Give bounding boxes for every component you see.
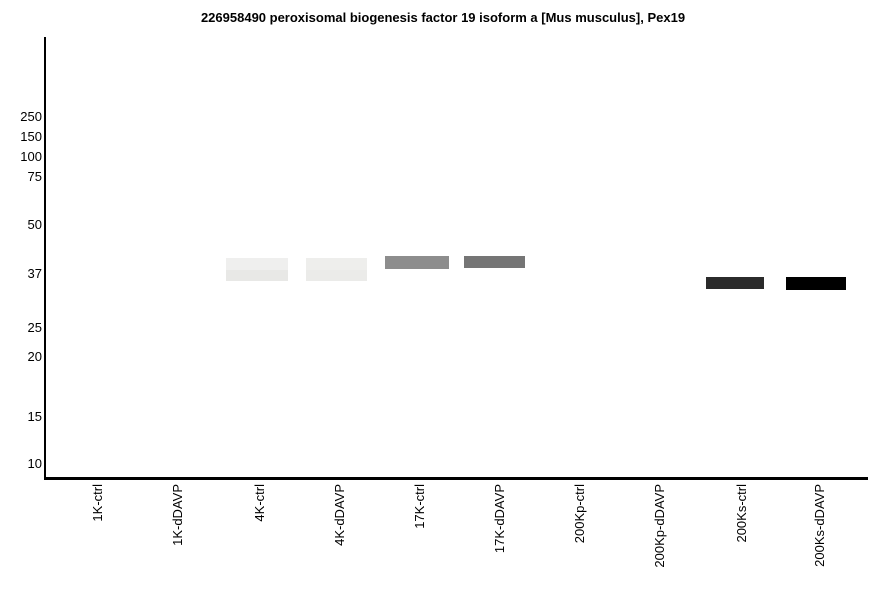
lane-label: 17K-ctrl: [412, 484, 427, 529]
y-tick-label: 50: [27, 217, 42, 232]
y-tick-label: 100: [20, 149, 42, 164]
lane-label: 17K-dDAVP: [492, 484, 507, 554]
x-axis-line: [44, 477, 868, 480]
lane-label: 200Ks-dDAVP: [812, 484, 827, 567]
lane-label: 4K-dDAVP: [332, 484, 347, 546]
lane-label: 200Kp-ctrl: [572, 484, 587, 544]
lane-label: 1K-ctrl: [90, 484, 105, 522]
lane-label: 200Kp-dDAVP: [652, 484, 667, 568]
blot-band: [786, 277, 846, 290]
y-tick-label: 15: [27, 409, 42, 424]
blot-band: [226, 258, 288, 281]
y-tick-label: 150: [20, 129, 42, 144]
y-tick-label: 20: [27, 349, 42, 364]
chart-title: 226958490 peroxisomal biogenesis factor …: [200, 10, 686, 25]
blot-band: [306, 258, 367, 281]
y-tick-label: 250: [20, 109, 42, 124]
blot-band: [706, 277, 764, 289]
y-tick-label: 10: [27, 456, 42, 471]
lane-label: 1K-dDAVP: [170, 484, 185, 546]
lane-label: 200Ks-ctrl: [734, 484, 749, 543]
blot-band: [464, 256, 525, 268]
y-tick-label: 75: [27, 169, 42, 184]
y-tick-label: 37: [27, 266, 42, 281]
blot-band: [385, 256, 449, 269]
lane-label: 4K-ctrl: [252, 484, 267, 522]
y-tick-label: 25: [27, 320, 42, 335]
y-axis-line: [44, 37, 46, 480]
